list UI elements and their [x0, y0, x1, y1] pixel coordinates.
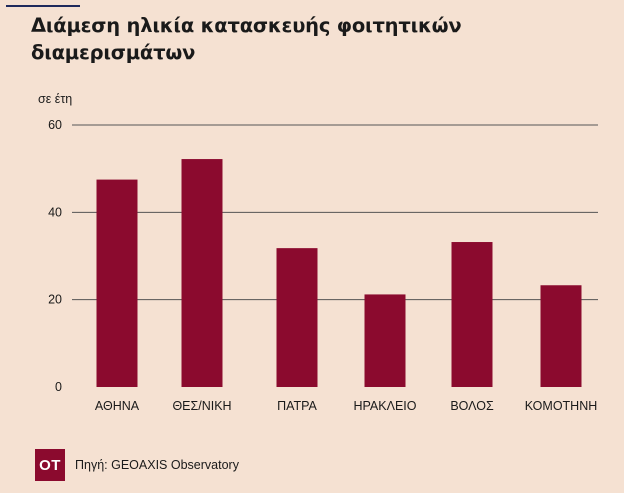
x-tick-label: ΒΟΛΟΣ — [450, 399, 494, 413]
x-tick-label: ΗΡΑΚΛΕΙΟ — [354, 399, 417, 413]
bar — [276, 248, 318, 387]
y-tick-label: 20 — [48, 293, 62, 307]
bar — [181, 159, 223, 387]
ot-logo: OT — [35, 449, 65, 481]
x-tick-label: ΠΑΤΡΑ — [277, 399, 317, 413]
x-tick-label: ΑΘΗΝΑ — [95, 399, 140, 413]
y-tick-label: 40 — [48, 205, 62, 219]
y-tick-label: 60 — [48, 118, 62, 132]
bar — [451, 242, 493, 387]
bar — [96, 179, 138, 387]
x-tick-label: ΘΕΣ/ΝΙΚΗ — [172, 399, 231, 413]
bar-chart: 0 20 40 60 ΑΘΗΝΑ ΘΕΣ/ΝΙΚΗ ΠΑΤΡΑ ΗΡΑΚΛΕΙΟ ΒΟΛΟΣ ΚΟ… — [48, 118, 598, 413]
source-note: Πηγή: GEOAXIS Observatory — [75, 458, 239, 472]
bar — [364, 294, 406, 387]
y-axis-unit-label: σε έτη — [38, 92, 73, 106]
chart-title: Διάμεση ηλικία κατασκευής φοιτητικών δια… — [31, 14, 462, 64]
top-accent-rule — [6, 5, 80, 7]
x-tick-label: ΚΟΜΟΤΗΝΗ — [525, 399, 598, 413]
bar — [540, 285, 582, 387]
y-tick-label: 0 — [55, 380, 62, 394]
footer: OT Πηγή: GEOAXIS Observatory — [35, 449, 239, 481]
